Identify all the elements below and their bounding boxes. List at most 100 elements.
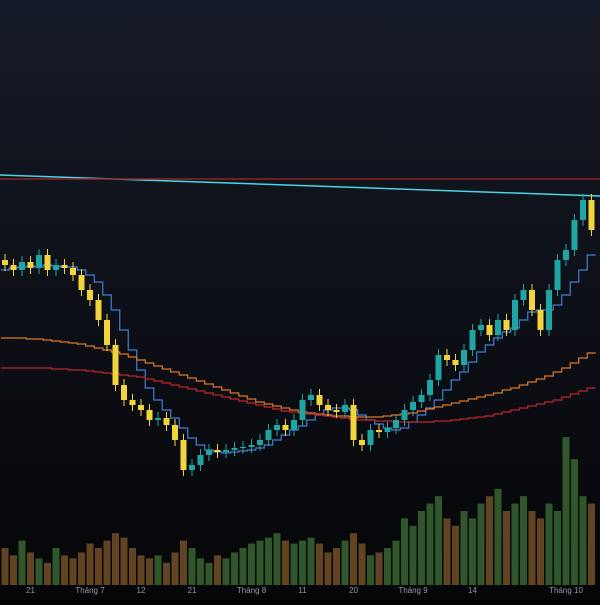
candle-body: [291, 420, 297, 430]
volume-bar: [52, 548, 60, 585]
volume-bar: [571, 459, 578, 585]
volume-bar: [460, 511, 468, 585]
candle-body: [571, 220, 578, 250]
volume-bar: [10, 555, 17, 585]
volume-bar: [146, 558, 153, 585]
candle-body: [53, 265, 59, 270]
volume-bar: [27, 552, 34, 585]
candle-body: [146, 410, 153, 420]
moving-average-line: [0, 254, 596, 454]
volume-bar: [426, 503, 434, 585]
candle-body: [563, 250, 569, 260]
candle-body: [495, 320, 501, 335]
volume-bar: [231, 552, 238, 585]
candle-body: [10, 265, 17, 270]
candle-body: [580, 200, 586, 220]
candle-body: [325, 405, 331, 410]
moving-average-line: [0, 337, 596, 418]
volume-bar: [86, 543, 94, 585]
candle-body: [444, 355, 450, 360]
candle-body: [172, 425, 178, 440]
volume-bar: [528, 511, 536, 585]
candle-body: [61, 265, 68, 268]
volume-bar: [588, 503, 595, 585]
volume-bar: [103, 540, 111, 585]
candle-body: [248, 445, 255, 447]
volume-bar: [486, 496, 493, 585]
volume-bar: [69, 558, 77, 585]
volume-bar: [78, 552, 85, 585]
volume-bar: [180, 540, 187, 585]
candle-body: [95, 300, 102, 320]
candle-body: [537, 310, 544, 330]
volume-bar: [239, 548, 247, 585]
volume-bar: [290, 543, 298, 585]
x-tick-label: Tháng 9: [398, 586, 428, 595]
volume-bar: [171, 552, 179, 585]
volume-bar: [273, 533, 281, 585]
candle-body: [70, 268, 76, 275]
moving-average-line: [0, 367, 596, 423]
volume-bar: [503, 511, 510, 585]
volume-bar: [384, 548, 391, 585]
candle-body: [333, 410, 340, 412]
candle-body: [376, 430, 382, 432]
volume-bar: [222, 558, 230, 585]
x-tick-label: 14: [468, 586, 477, 595]
volume-bar: [350, 533, 357, 585]
candle-body: [393, 420, 399, 428]
candle-body: [163, 418, 170, 425]
x-tick-label: Tháng 7: [75, 586, 105, 595]
candle-body: [112, 345, 119, 385]
volume-bar: [494, 488, 502, 585]
candle-body: [78, 275, 85, 290]
volume-bar: [562, 437, 570, 585]
candle-body: [384, 428, 391, 432]
volume-bar: [120, 537, 128, 585]
candle-body: [274, 425, 280, 430]
volume-bar: [307, 537, 315, 585]
candle-body: [588, 200, 595, 230]
volume-bar: [299, 540, 306, 585]
candle-body: [19, 262, 25, 270]
candle-body: [427, 380, 433, 395]
volume-bar: [256, 540, 264, 585]
x-tick-label: 20: [349, 586, 358, 595]
volume-bar: [520, 496, 527, 585]
volume-bar: [129, 548, 136, 585]
candle-body: [180, 440, 187, 470]
volume-bar: [154, 555, 162, 585]
volume-bar: [316, 543, 323, 585]
candle-body: [214, 450, 221, 452]
volume-bar: [554, 511, 561, 585]
volume-bar: [163, 562, 170, 585]
volume-bar: [137, 555, 145, 585]
volume-bar: [188, 548, 196, 585]
volume-bar: [375, 552, 383, 585]
candle-body: [554, 260, 561, 290]
candle-body: [435, 355, 442, 380]
volume-bar: [367, 555, 374, 585]
volume-bar: [324, 552, 332, 585]
candle-body: [197, 455, 204, 465]
candle-body: [206, 450, 212, 455]
candle-body: [44, 255, 51, 270]
volume-bar: [443, 518, 451, 585]
volume-bar: [248, 543, 255, 585]
x-tick-label: Tháng 8: [237, 586, 267, 595]
candle-body: [2, 260, 8, 265]
volume-bar: [418, 511, 425, 585]
candle-body: [257, 440, 263, 445]
candle-body: [469, 330, 476, 350]
candle-body: [299, 400, 306, 420]
volume-bar: [112, 533, 119, 585]
candle-body: [231, 448, 238, 450]
volume-bar: [1, 548, 9, 585]
candle-body: [520, 290, 527, 300]
candle-body: [104, 320, 110, 345]
candle-body: [138, 405, 144, 410]
candle-body: [401, 410, 408, 420]
candle-body: [546, 290, 552, 330]
volume-bar: [265, 537, 272, 585]
